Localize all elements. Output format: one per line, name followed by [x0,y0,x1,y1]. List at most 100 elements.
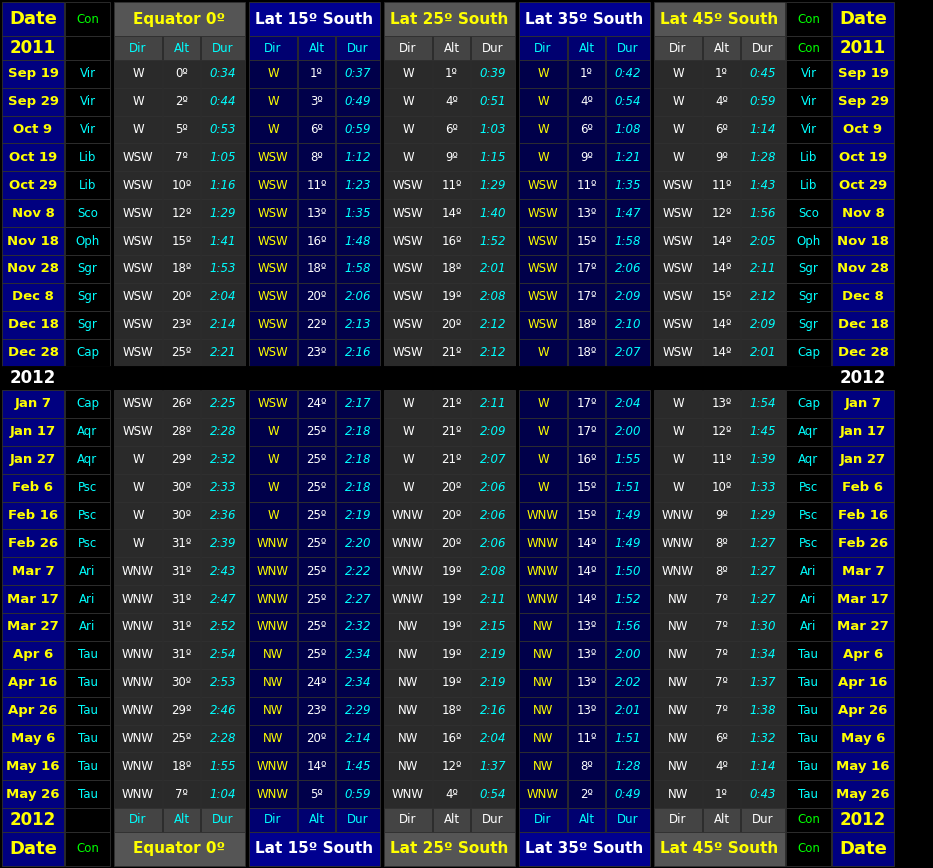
Bar [336,283,380,311]
Text: 29º: 29º [172,453,191,466]
Bar [384,283,432,311]
Bar [163,725,200,753]
Text: 18º: 18º [172,760,191,773]
Bar [163,36,200,60]
Bar [654,502,702,529]
Text: 2012: 2012 [10,369,56,387]
Bar [519,529,567,557]
Text: 15º: 15º [172,234,191,247]
Text: 1:29: 1:29 [750,509,776,522]
Text: 1:35: 1:35 [615,179,641,192]
Text: W: W [537,398,549,411]
Text: Dec 8: Dec 8 [12,290,54,303]
Bar [654,88,702,115]
Text: Oct 19: Oct 19 [839,151,887,164]
Text: 18º: 18º [441,262,462,275]
Text: 30º: 30º [172,481,191,494]
Bar [654,668,702,697]
Text: WNW: WNW [122,732,154,745]
Text: 20º: 20º [172,290,191,303]
Text: NW: NW [668,648,689,661]
Bar [606,725,650,753]
Bar [568,613,605,641]
Text: Tau: Tau [799,760,818,773]
Text: 7º: 7º [715,621,728,634]
Bar [336,227,380,255]
Bar [471,557,515,585]
Bar [163,529,200,557]
Bar [2,311,64,339]
Bar [384,390,432,418]
Bar [654,418,702,446]
Text: 30º: 30º [172,676,191,689]
Text: Sep 29: Sep 29 [838,95,888,108]
Text: WSW: WSW [122,425,153,438]
Bar [606,753,650,780]
Text: W: W [402,151,414,164]
Text: 13º: 13º [711,398,731,411]
Bar [163,753,200,780]
Text: 2:14: 2:14 [345,732,371,745]
Bar [249,725,297,753]
Text: 11º: 11º [306,179,327,192]
Text: Mar 17: Mar 17 [7,593,59,606]
Text: 1:14: 1:14 [750,760,776,773]
Bar [654,200,702,227]
Text: Con: Con [797,42,820,55]
Text: Psc: Psc [799,509,818,522]
Text: 2:11: 2:11 [480,593,507,606]
Bar [298,529,335,557]
Text: Tau: Tau [799,676,818,689]
Text: 1:27: 1:27 [750,565,776,578]
Text: 2:12: 2:12 [480,346,507,359]
Bar [568,171,605,200]
Bar [249,529,297,557]
Text: 11º: 11º [577,179,597,192]
Text: WSW: WSW [662,207,693,220]
Text: NW: NW [263,732,284,745]
Bar [433,390,470,418]
Text: W: W [267,481,279,494]
Text: Con: Con [77,842,99,855]
Text: WSW: WSW [662,234,693,247]
Bar [336,668,380,697]
Bar [65,88,110,115]
Bar [606,780,650,808]
Bar [163,697,200,725]
Text: NW: NW [397,732,418,745]
Text: 14º: 14º [577,565,597,578]
Text: 14º: 14º [577,593,597,606]
Text: 24º: 24º [306,398,327,411]
Text: WNW: WNW [122,593,154,606]
Text: Jan 7: Jan 7 [844,398,882,411]
Text: Jan 7: Jan 7 [15,398,51,411]
Bar [65,446,110,474]
Bar [703,557,740,585]
Bar [703,697,740,725]
Bar [471,418,515,446]
Bar [384,88,432,115]
Text: 28º: 28º [172,425,191,438]
Text: May 6: May 6 [841,732,885,745]
Text: Con: Con [797,842,820,855]
Bar [336,585,380,613]
Bar [786,36,831,60]
Bar [654,283,702,311]
Bar [471,171,515,200]
Bar [433,283,470,311]
Bar [114,390,162,418]
Bar [384,60,432,88]
Text: W: W [402,398,414,411]
Text: 2:20: 2:20 [345,536,371,549]
Text: WNW: WNW [662,509,694,522]
Bar [249,697,297,725]
Bar [519,697,567,725]
Bar [606,88,650,115]
Bar [786,88,831,115]
Bar [471,474,515,502]
Bar [703,311,740,339]
Bar [654,227,702,255]
Text: 2:54: 2:54 [210,648,236,661]
Bar [336,641,380,668]
Bar [606,227,650,255]
